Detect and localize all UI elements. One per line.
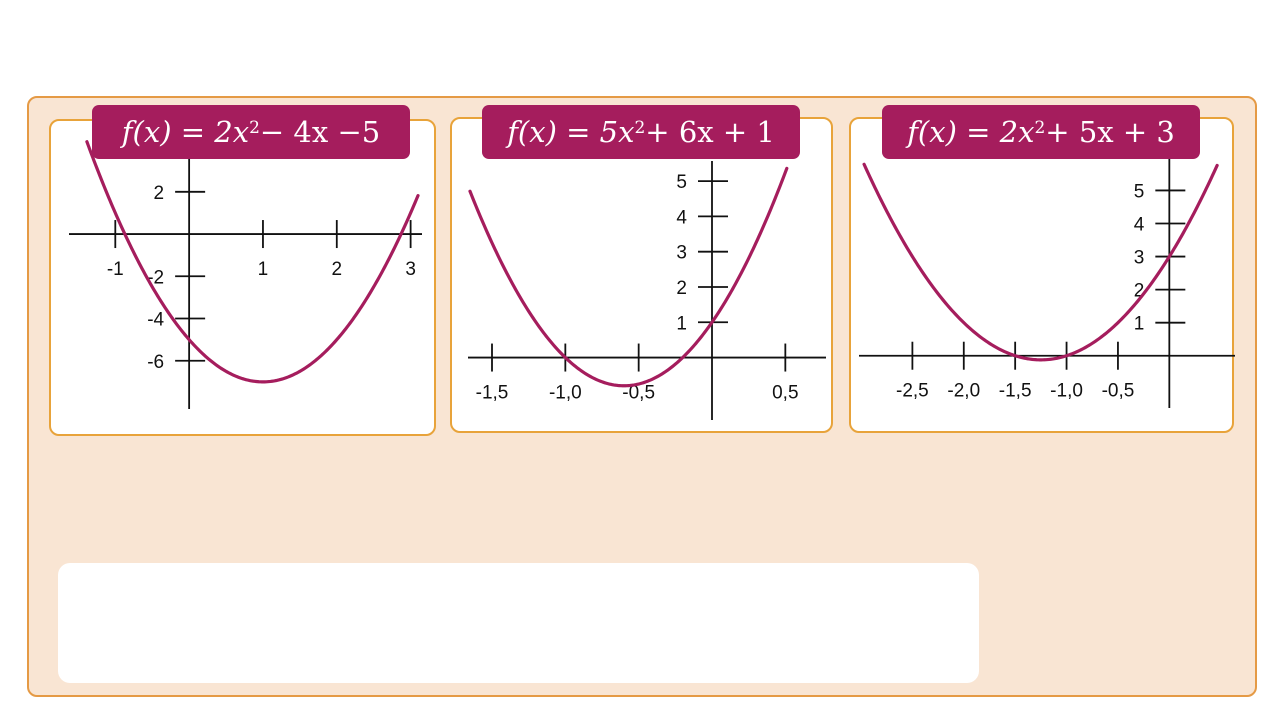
parabola-chart-3: -2,5 -2,0 -1,5 -1,0 -0,5 5 4 3 2 1 <box>859 158 1235 408</box>
function-title-2: f(x) = 5x 2 + 6x + 1 <box>482 105 800 159</box>
x-tick-label: 1 <box>258 259 269 280</box>
y-tick-label: -4 <box>147 310 164 331</box>
y-tick-label: 4 <box>676 207 687 228</box>
x-tick-label: 2 <box>331 259 342 280</box>
function-title-3: f(x) = 2x 2 + 5x + 3 <box>882 105 1200 159</box>
function-title-1: f(x) = 2x 2 − 4x −5 <box>92 105 410 159</box>
y-tick-label: 4 <box>1134 215 1145 236</box>
x-tick-label: -1,5 <box>999 381 1032 402</box>
x-tick-label: 3 <box>405 259 416 280</box>
parabola-curve <box>85 140 420 384</box>
graph-card-1: -1 1 2 3 2 -2 -4 -6 <box>49 119 436 436</box>
y-tick-label: 5 <box>676 172 687 193</box>
x-tick-label: -1,5 <box>476 383 509 404</box>
x-tick-label: -2,5 <box>896 381 929 402</box>
parabola-chart-1: -1 1 2 32-2-4-6 <box>69 133 422 409</box>
y-tick-label: 2 <box>676 278 687 299</box>
y-tick-label: 2 <box>1134 281 1145 302</box>
x-tick-label: -0,5 <box>1102 381 1135 402</box>
y-tick-label: 3 <box>1134 248 1145 269</box>
y-tick-label: -6 <box>147 352 164 373</box>
parabola-chart-2: -1,5 -1,0 -0,5 0,5 5 4 3 2 1 <box>468 161 826 420</box>
x-tick-label: -1 <box>107 259 124 280</box>
y-tick-label: 5 <box>1134 181 1145 202</box>
x-tick-label: -2,0 <box>947 381 980 402</box>
y-tick-label: 1 <box>1134 314 1145 335</box>
answer-box[interactable] <box>58 563 979 683</box>
y-tick-label: 1 <box>676 313 687 334</box>
x-tick-label: -1,0 <box>549 383 582 404</box>
parabola-curve <box>862 162 1219 362</box>
parabola-curve <box>468 166 789 388</box>
x-tick-label: 0,5 <box>772 383 798 404</box>
graph-card-2: -1,5 -1,0 -0,5 0,5 5 4 3 2 1 <box>450 117 833 433</box>
y-tick-label: 3 <box>676 243 687 264</box>
graph-card-3: -2,5 -2,0 -1,5 -1,0 -0,5 5 4 3 2 1 <box>849 117 1235 433</box>
x-tick-label: -1,0 <box>1050 381 1083 402</box>
x-tick-label: -0,5 <box>622 383 655 404</box>
y-tick-label: 2 <box>154 183 165 204</box>
